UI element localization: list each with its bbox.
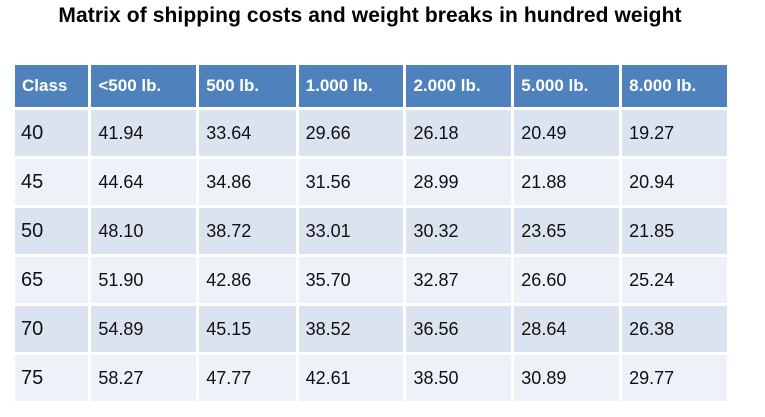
table-row: 50 48.10 38.72 33.01 30.32 23.65 21.85 (15, 208, 727, 254)
header-1000: 1.000 lb. (298, 65, 404, 107)
cost-cell: 19.27 (622, 110, 727, 156)
cost-cell: 29.77 (622, 355, 727, 401)
cost-cell: 54.89 (91, 306, 197, 352)
class-cell: 45 (15, 159, 89, 205)
class-cell: 70 (15, 306, 89, 352)
cost-cell: 42.61 (298, 355, 404, 401)
class-cell: 65 (15, 257, 89, 303)
cost-cell: 21.88 (514, 159, 620, 205)
page-title: Matrix of shipping costs and weight brea… (58, 4, 682, 27)
cost-cell: 34.86 (199, 159, 296, 205)
shipping-cost-table: Class <500 lb. 500 lb. 1.000 lb. 2.000 l… (12, 62, 730, 404)
cost-cell: 30.89 (514, 355, 620, 401)
cost-cell: 36.56 (406, 306, 512, 352)
cost-cell: 23.65 (514, 208, 620, 254)
cost-cell: 47.77 (199, 355, 296, 401)
cost-cell: 25.24 (622, 257, 727, 303)
header-500: 500 lb. (199, 65, 296, 107)
cost-cell: 26.18 (406, 110, 512, 156)
table-row: 40 41.94 33.64 29.66 26.18 20.49 19.27 (15, 110, 727, 156)
cost-cell: 32.87 (406, 257, 512, 303)
header-8000: 8.000 lb. (622, 65, 727, 107)
cost-cell: 38.50 (406, 355, 512, 401)
cost-cell: 45.15 (199, 306, 296, 352)
table-row: 65 51.90 42.86 35.70 32.87 26.60 25.24 (15, 257, 727, 303)
cost-cell: 31.56 (298, 159, 404, 205)
header-under-500: <500 lb. (91, 65, 197, 107)
cost-cell: 38.72 (199, 208, 296, 254)
header-row: Class <500 lb. 500 lb. 1.000 lb. 2.000 l… (15, 65, 727, 107)
cost-cell: 20.94 (622, 159, 727, 205)
cost-cell: 38.52 (298, 306, 404, 352)
header-class: Class (15, 65, 89, 107)
cost-cell: 21.85 (622, 208, 727, 254)
header-2000: 2.000 lb. (406, 65, 512, 107)
cost-cell: 51.90 (91, 257, 197, 303)
cost-cell: 30.32 (406, 208, 512, 254)
header-5000: 5.000 lb. (514, 65, 620, 107)
cost-cell: 58.27 (91, 355, 197, 401)
cost-cell: 26.38 (622, 306, 727, 352)
cost-cell: 29.66 (298, 110, 404, 156)
table-row: 70 54.89 45.15 38.52 36.56 28.64 26.38 (15, 306, 727, 352)
table-row: 45 44.64 34.86 31.56 28.99 21.88 20.94 (15, 159, 727, 205)
cost-cell: 28.99 (406, 159, 512, 205)
cost-cell: 33.64 (199, 110, 296, 156)
cost-cell: 26.60 (514, 257, 620, 303)
cost-cell: 44.64 (91, 159, 197, 205)
class-cell: 40 (15, 110, 89, 156)
class-cell: 75 (15, 355, 89, 401)
cost-cell: 35.70 (298, 257, 404, 303)
cost-cell: 20.49 (514, 110, 620, 156)
table-row: 75 58.27 47.77 42.61 38.50 30.89 29.77 (15, 355, 727, 401)
cost-cell: 42.86 (199, 257, 296, 303)
cost-cell: 48.10 (91, 208, 197, 254)
cost-cell: 41.94 (91, 110, 197, 156)
class-cell: 50 (15, 208, 89, 254)
cost-cell: 28.64 (514, 306, 620, 352)
cost-cell: 33.01 (298, 208, 404, 254)
